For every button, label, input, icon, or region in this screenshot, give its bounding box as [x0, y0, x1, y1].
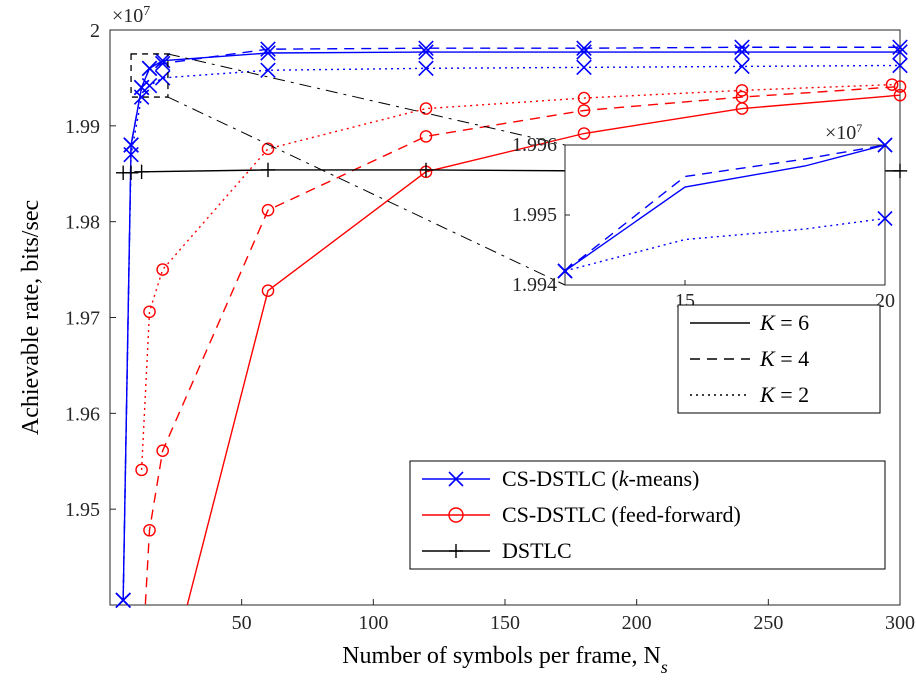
legend-method-label: CS-DSTLC (feed-forward) [502, 502, 741, 527]
y-tick-label: 2 [90, 20, 100, 42]
chart-container: 50 100 150 200 250 300 1.95 1.96 1.97 1.98 1.99 2 ×1… [0, 0, 916, 689]
legend-k-label: K = 6 [759, 310, 809, 335]
inset-plot [565, 145, 885, 285]
y-tick-label: 1.97 [65, 308, 100, 330]
x-tick-label: 150 [490, 612, 520, 634]
legend-method-label: CS-DSTLC (k-means) [502, 466, 699, 491]
legend-k-label: K = 2 [759, 382, 809, 407]
x-tick-label: 300 [885, 612, 915, 634]
y-axis-exponent: ×107 [112, 4, 150, 28]
inset-y-tick: 1.994 [512, 274, 557, 296]
x-tick-label: 250 [753, 612, 783, 634]
legend-method-label: DSTLC [502, 538, 572, 563]
y-axis-label: Achievable rate, bits/sec [18, 200, 44, 435]
chart-svg: 50 100 150 200 250 300 1.95 1.96 1.97 1.98 1.99 2 ×1… [0, 0, 916, 689]
x-axis-label: Number of symbols per frame, Ns [342, 643, 668, 677]
x-tick-label: 100 [358, 612, 388, 634]
x-tick-label: 50 [232, 612, 252, 634]
y-tick-label: 1.99 [65, 116, 100, 138]
legend-k-label: K = 4 [759, 346, 809, 371]
y-tick-label: 1.96 [65, 403, 100, 425]
x-tick-label: 200 [622, 612, 652, 634]
inset-y-tick: 1.995 [512, 204, 557, 226]
inset-y-tick: 1.996 [512, 134, 557, 156]
y-tick-label: 1.95 [65, 499, 100, 521]
y-tick-label: 1.98 [65, 212, 100, 234]
